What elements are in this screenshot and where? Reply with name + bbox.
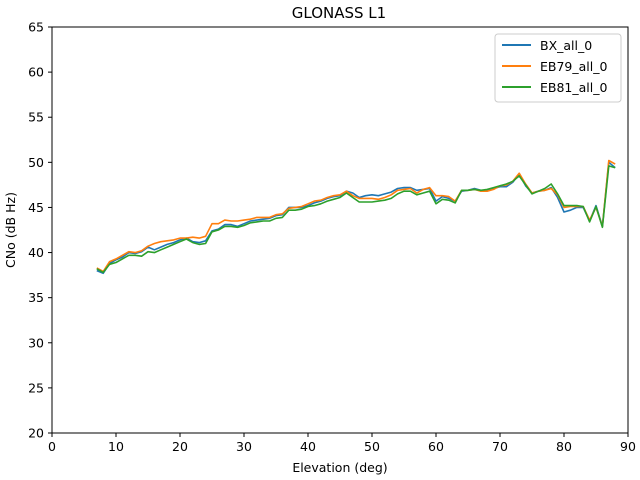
x-tick-label: 0: [48, 439, 56, 454]
x-tick-label: 10: [108, 439, 124, 454]
y-tick-label: 25: [28, 380, 44, 395]
legend-box: [494, 33, 622, 103]
y-tick-label: 30: [28, 335, 44, 350]
x-axis-label: Elevation (deg): [292, 460, 387, 475]
y-tick-label: 40: [28, 245, 44, 260]
x-axis-ticks: 0 10 20 30 40 50 60 70 80 90: [48, 433, 636, 454]
x-tick-label: 20: [172, 439, 188, 454]
series-layer: [96, 159, 616, 275]
plot-area-frame: [51, 26, 629, 434]
x-tick-label: 40: [300, 439, 316, 454]
y-tick-label: 55: [28, 110, 44, 125]
y-tick-label: 45: [28, 200, 44, 215]
legend-label-bx: BX_all_0: [540, 38, 592, 53]
y-tick-label: 20: [28, 426, 44, 441]
x-tick-label: 50: [364, 439, 380, 454]
x-tick-label: 80: [556, 439, 572, 454]
y-tick-label: 35: [28, 290, 44, 305]
y-tick-label: 60: [28, 65, 44, 80]
x-tick-label: 90: [620, 439, 636, 454]
x-tick-label: 30: [236, 439, 252, 454]
legend-label-eb81: EB81_all_0: [540, 80, 607, 95]
x-tick-label: 60: [428, 439, 444, 454]
series-line-bx: [96, 161, 616, 275]
series-line-eb81: [96, 165, 616, 274]
legend-label-eb79: EB79_all_0: [540, 59, 607, 74]
series-line-eb79: [96, 159, 616, 273]
y-axis-ticks: 20 25 30 35 40 45 50 55 60 65: [28, 20, 52, 441]
chart-title: GLONASS L1: [292, 4, 386, 22]
y-axis-label: CNo (dB Hz): [3, 192, 18, 268]
x-tick-label: 70: [492, 439, 508, 454]
y-tick-label: 50: [28, 155, 44, 170]
legend: BX_all_0 EB79_all_0 EB81_all_0: [494, 33, 622, 103]
y-tick-label: 65: [28, 20, 44, 35]
